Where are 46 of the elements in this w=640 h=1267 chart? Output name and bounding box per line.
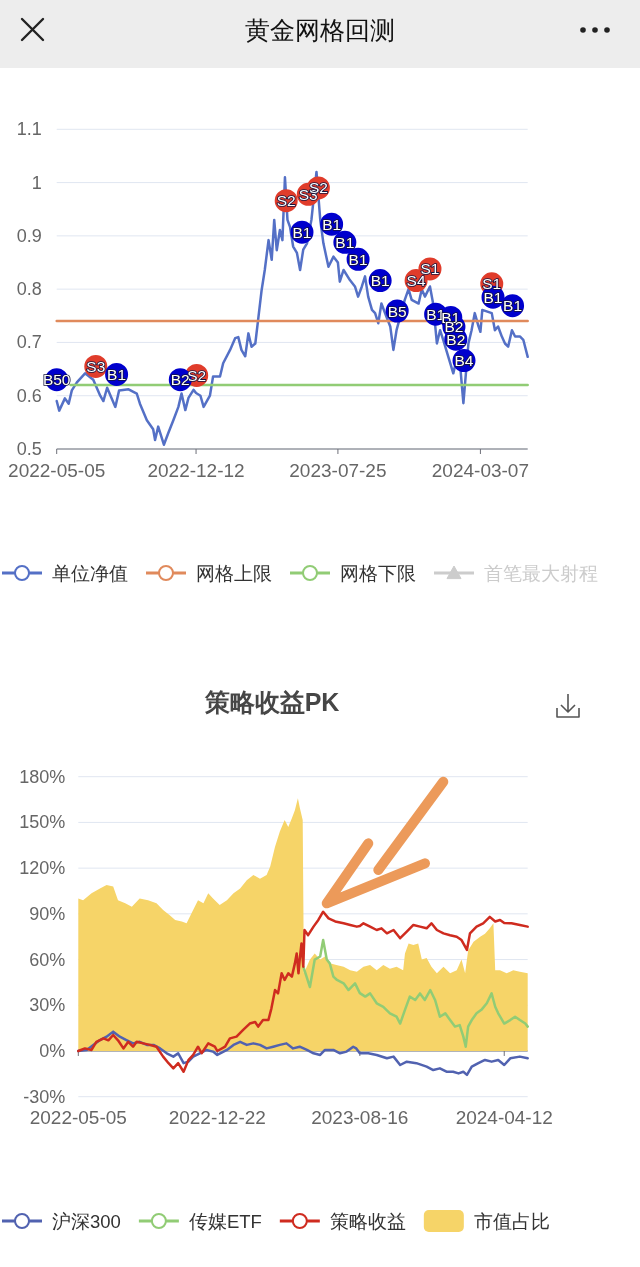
legend-label: 单位净值 [52, 562, 128, 584]
x-tick-label: 2023-07-25 [289, 460, 387, 481]
legend-label: 市值占比 [473, 1210, 550, 1232]
legend-label: 沪深300 [52, 1210, 121, 1232]
y-tick-label: -30% [23, 1086, 66, 1107]
y-tick-label: 180% [19, 766, 66, 787]
y-tick-label: 0.8 [16, 279, 42, 300]
x-tick-label: 2023-08-16 [311, 1107, 409, 1128]
data-label: S2 [276, 192, 296, 210]
x-tick-label: 2022-05-05 [29, 1107, 127, 1128]
y-tick-label: 0.6 [16, 385, 42, 406]
legend-label: 网格下限 [340, 562, 416, 584]
y-tick-label: 0.9 [16, 225, 42, 246]
data-label: B5 [387, 302, 407, 320]
data-label: S3 [86, 357, 106, 375]
line-series [302, 938, 529, 1048]
y-tick-label: 0.7 [16, 332, 42, 353]
x-tick-label: 2022-12-12 [147, 460, 245, 481]
data-label: B4 [454, 352, 474, 370]
x-tick-label: 2024-03-07 [431, 460, 530, 481]
y-tick-label: 1 [31, 172, 42, 193]
line-series [77, 910, 529, 1073]
y-tick-label: 150% [19, 812, 66, 833]
data-label: B1 [483, 288, 503, 306]
chart-title: 策略收益PK [203, 688, 340, 716]
data-label: B1 [370, 272, 390, 290]
y-tick-label: 0.5 [16, 439, 42, 459]
legend-label: 传媒ETF [188, 1210, 262, 1232]
data-label: B1 [348, 250, 368, 268]
legend-label: 网格上限 [196, 562, 272, 584]
data-label: B1 [335, 233, 355, 251]
y-tick-label: 30% [29, 995, 66, 1016]
y-tick-label: 0% [39, 1040, 66, 1061]
data-label: B1 [292, 223, 312, 241]
y-tick-label: 60% [29, 949, 66, 970]
data-label: B1 [107, 365, 127, 383]
x-tick-label: 2022-05-05 [8, 460, 106, 481]
y-tick-label: 1.1 [16, 119, 42, 140]
data-label: B1 [322, 215, 342, 233]
x-tick-label: 2022-12-22 [168, 1107, 266, 1128]
x-tick-label: 2024-04-12 [455, 1107, 553, 1128]
legend-label: 策略收益 [329, 1210, 406, 1232]
data-label: B1 [503, 297, 523, 315]
chart-title: 黄金网格回测 [245, 16, 395, 44]
y-tick-label: 90% [29, 903, 66, 924]
y-tick-label: 120% [19, 858, 66, 879]
